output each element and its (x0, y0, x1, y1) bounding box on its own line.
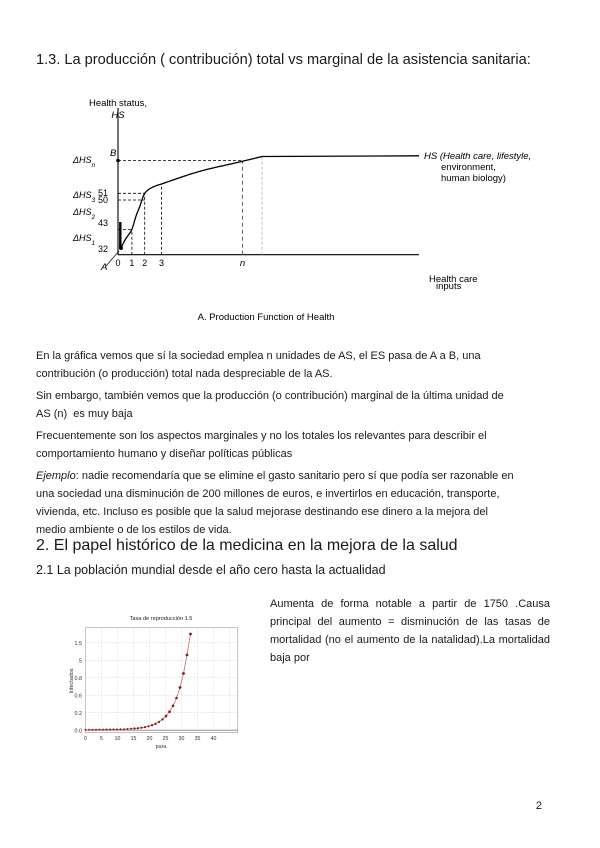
svg-text:35: 35 (195, 736, 201, 742)
svg-text:43: 43 (98, 218, 108, 228)
svg-text:20: 20 (147, 736, 153, 742)
svg-text:ΔHS3: ΔHS3 (72, 190, 96, 204)
svg-text:0.6: 0.6 (75, 694, 83, 700)
svg-text:HS (Health care, lifestyle,: HS (Health care, lifestyle, (424, 151, 531, 162)
svg-text:0.0: 0.0 (75, 729, 83, 735)
svg-text:0: 0 (115, 258, 120, 268)
svg-text:Health status,: Health status, (89, 98, 147, 109)
svg-text:30: 30 (179, 736, 185, 742)
svg-text:n: n (240, 258, 245, 269)
svg-text:A: A (100, 262, 107, 273)
svg-text:15: 15 (131, 736, 137, 742)
svg-text:HS: HS (111, 110, 125, 121)
svg-text:0: 0 (84, 736, 87, 742)
svg-text:human biology): human biology) (441, 173, 506, 184)
svg-text:1.5: 1.5 (75, 641, 83, 647)
svg-text:0.2: 0.2 (75, 711, 83, 717)
svg-text:para: para (156, 744, 167, 750)
svg-text:A. Production Function of Heal: A. Production Function of Health (198, 312, 335, 323)
svg-text:3: 3 (159, 258, 164, 268)
svg-text:Infectados: Infectados (69, 668, 75, 693)
svg-text:ΔHSn: ΔHSn (72, 155, 96, 169)
svg-text:0.8: 0.8 (75, 676, 83, 682)
svg-text:Tasa de reproducción 1.5: Tasa de reproducción 1.5 (130, 616, 193, 622)
svg-text:10: 10 (115, 736, 121, 742)
svg-text:32: 32 (98, 244, 108, 254)
svg-text:5: 5 (100, 736, 103, 742)
svg-text:.5: .5 (78, 659, 83, 665)
svg-text:25: 25 (163, 736, 169, 742)
svg-text:environment,: environment, (441, 162, 496, 173)
svg-text:50: 50 (98, 195, 108, 205)
svg-text:1: 1 (129, 258, 134, 268)
svg-text:ΔHS2: ΔHS2 (72, 207, 96, 221)
svg-text:40: 40 (211, 736, 217, 742)
svg-text:2: 2 (142, 258, 147, 268)
svg-text:inputs: inputs (436, 281, 462, 292)
svg-text:ΔHS1: ΔHS1 (72, 233, 96, 247)
svg-text:B: B (110, 148, 117, 159)
